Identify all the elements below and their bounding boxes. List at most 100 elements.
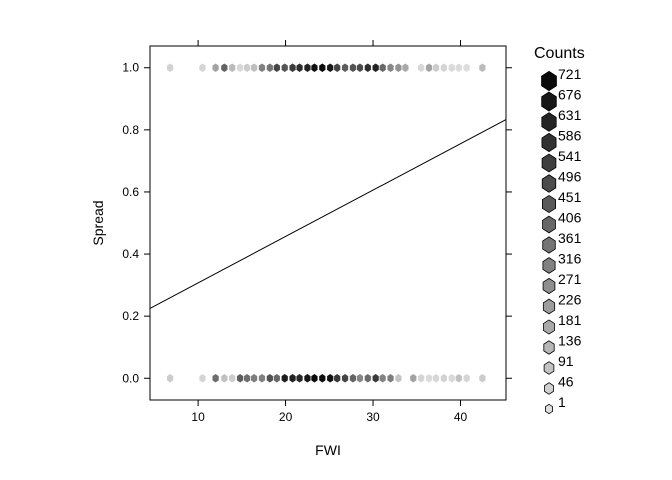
legend-label: 136 — [558, 333, 582, 349]
hex-bin — [327, 63, 334, 72]
hex-bin — [425, 374, 433, 383]
hex-bin — [304, 63, 311, 72]
legend-label: 406 — [558, 210, 582, 226]
hex-bin — [212, 374, 219, 383]
legend-hex — [544, 382, 554, 395]
hex-bin — [258, 63, 266, 72]
hex-bin — [281, 374, 288, 383]
y-tick-label: 1.0 — [122, 61, 139, 75]
legend-hex — [542, 298, 556, 315]
hex-bin — [281, 63, 288, 72]
legend-hex — [542, 215, 556, 234]
x-tick-label: 40 — [454, 410, 468, 424]
legend-label: 361 — [558, 230, 582, 246]
hex-bin — [379, 374, 386, 383]
hex-bin — [463, 63, 470, 72]
hex-bin — [479, 374, 486, 383]
legend-label: 541 — [558, 148, 582, 164]
hex-bin — [418, 63, 425, 72]
hex-bin — [229, 374, 236, 383]
hex-bin — [212, 63, 219, 72]
legend-label: 226 — [558, 292, 582, 308]
hex-bin — [289, 63, 296, 72]
legend-hex — [541, 153, 557, 173]
legend-hex — [542, 257, 556, 274]
fit-line — [149, 119, 507, 309]
x-tick-label: 10 — [191, 410, 205, 424]
hex-bin — [229, 63, 236, 72]
y-tick-label: 0.6 — [122, 185, 139, 199]
legend-hex — [541, 91, 557, 112]
hex-bin — [250, 63, 258, 72]
hex-bin — [236, 63, 244, 72]
hex-bin — [418, 374, 425, 383]
hex-bin — [304, 374, 311, 383]
legend-hex — [541, 132, 557, 153]
legend-label: 271 — [558, 271, 582, 287]
hex-bin — [410, 374, 417, 383]
hex-bin — [296, 374, 303, 383]
hex-bin — [455, 374, 462, 383]
hex-bin — [199, 374, 206, 383]
legend-hex — [543, 361, 555, 375]
hex-bin — [296, 63, 303, 72]
legend-label: 496 — [558, 169, 582, 185]
hex-bin — [349, 63, 357, 72]
hex-bin — [167, 374, 174, 383]
legend-label: 631 — [558, 107, 582, 123]
hex-bin — [356, 63, 364, 72]
y-tick-label: 0.2 — [122, 309, 139, 323]
legend-label: 46 — [558, 374, 574, 390]
hex-bin — [425, 63, 433, 72]
x-tick-label: 30 — [366, 410, 380, 424]
legend-label: 721 — [558, 66, 582, 82]
hex-bin — [243, 374, 251, 383]
y-tick-label: 0.0 — [122, 371, 139, 385]
legend-hex — [541, 194, 557, 214]
hex-bin — [432, 374, 440, 383]
hex-bin — [327, 374, 334, 383]
legend-label: 1 — [558, 394, 566, 410]
hex-bin — [364, 374, 371, 383]
hex-bin — [199, 63, 206, 72]
legend-hex — [543, 319, 555, 335]
y-axis-title: Spread — [90, 200, 106, 245]
hex-bin — [448, 63, 455, 72]
hex-bin — [273, 63, 280, 72]
y-tick-label: 0.8 — [122, 123, 139, 137]
hex-bin — [387, 374, 394, 383]
legend-label: 676 — [558, 87, 582, 103]
hex-bin — [266, 63, 273, 72]
hex-bin — [395, 63, 402, 72]
hex-bin — [448, 374, 455, 383]
hex-bin — [236, 374, 244, 383]
legend: Counts 721 676 631 586 541 496 451 406 361 316 271… — [534, 45, 585, 415]
plot-frame — [149, 45, 507, 401]
hex-bin — [311, 63, 318, 72]
hex-bin — [372, 374, 379, 383]
legend-hex — [543, 340, 555, 355]
hex-bin — [440, 374, 448, 383]
hex-bin — [440, 63, 448, 72]
legend-label: 451 — [558, 189, 582, 205]
hex-bin — [463, 374, 470, 383]
legend-hex — [544, 403, 554, 415]
x-tick-label: 20 — [279, 410, 293, 424]
legend-label: 91 — [558, 353, 574, 369]
y-tick-label: 0.4 — [122, 247, 139, 261]
hex-bins — [167, 63, 486, 383]
hex-bin — [379, 63, 386, 72]
legend-hex — [542, 236, 556, 254]
hex-bin — [349, 374, 357, 383]
hex-bin — [455, 63, 462, 72]
legend-title: Counts — [534, 45, 585, 62]
axes: 10 20 30 40 0.0 0.2 0.4 0.6 0.8 1.0 — [122, 40, 512, 424]
legend-label: 181 — [558, 312, 582, 328]
hex-bin — [250, 374, 258, 383]
hex-bin — [273, 374, 280, 383]
hex-bin — [402, 63, 409, 72]
legend-hex — [541, 112, 557, 132]
legend-label: 316 — [558, 251, 582, 267]
hex-bin — [395, 374, 402, 383]
